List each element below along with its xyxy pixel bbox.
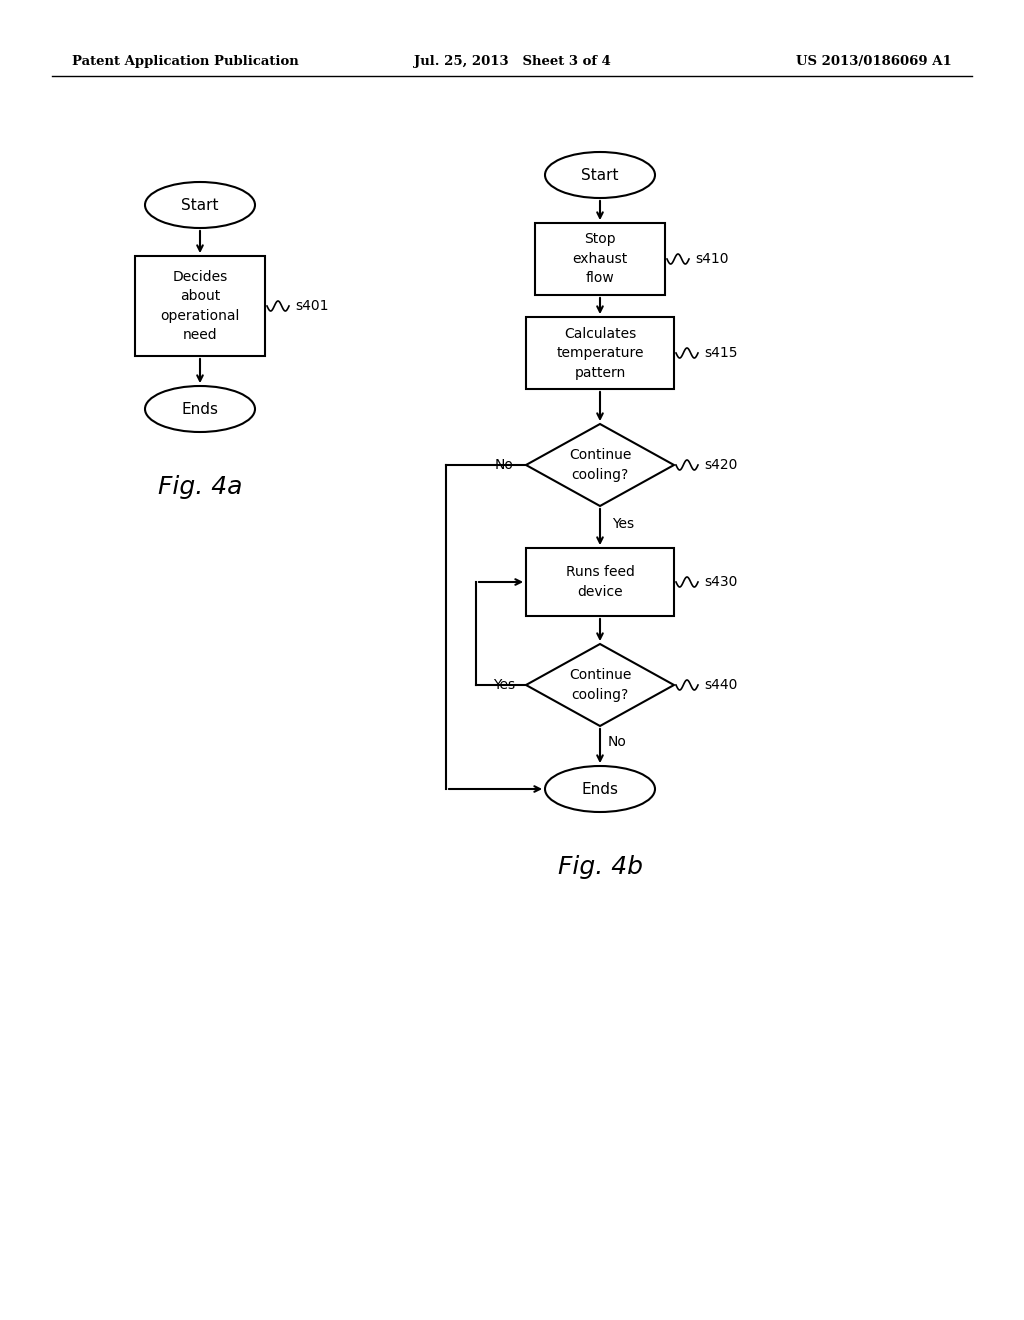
- Text: Patent Application Publication: Patent Application Publication: [72, 55, 299, 69]
- Text: US 2013/0186069 A1: US 2013/0186069 A1: [797, 55, 952, 69]
- Text: s440: s440: [705, 678, 737, 692]
- Text: No: No: [495, 458, 513, 473]
- Text: Continue
cooling?: Continue cooling?: [568, 449, 631, 482]
- Text: Ends: Ends: [582, 781, 618, 796]
- Bar: [535, 223, 665, 294]
- Text: Start: Start: [582, 168, 618, 182]
- Text: No: No: [608, 735, 627, 748]
- Text: Yes: Yes: [612, 517, 634, 531]
- Text: Jul. 25, 2013   Sheet 3 of 4: Jul. 25, 2013 Sheet 3 of 4: [414, 55, 610, 69]
- Bar: [135, 256, 265, 356]
- Text: Continue
cooling?: Continue cooling?: [568, 668, 631, 702]
- Text: s415: s415: [705, 346, 737, 360]
- Text: Ends: Ends: [181, 401, 218, 417]
- Text: Yes: Yes: [493, 678, 515, 692]
- Text: Fig. 4b: Fig. 4b: [557, 855, 642, 879]
- Text: s401: s401: [295, 300, 329, 313]
- Text: Start: Start: [181, 198, 219, 213]
- Text: Stop
exhaust
flow: Stop exhaust flow: [572, 232, 628, 285]
- Text: Runs feed
device: Runs feed device: [565, 565, 635, 599]
- Text: Fig. 4a: Fig. 4a: [158, 475, 243, 499]
- Text: Decides
about
operational
need: Decides about operational need: [161, 269, 240, 342]
- Text: s420: s420: [705, 458, 737, 473]
- Bar: [526, 548, 674, 616]
- Text: s410: s410: [695, 252, 728, 267]
- Text: s430: s430: [705, 576, 737, 589]
- Text: Calculates
temperature
pattern: Calculates temperature pattern: [556, 326, 644, 380]
- Bar: [526, 317, 674, 389]
